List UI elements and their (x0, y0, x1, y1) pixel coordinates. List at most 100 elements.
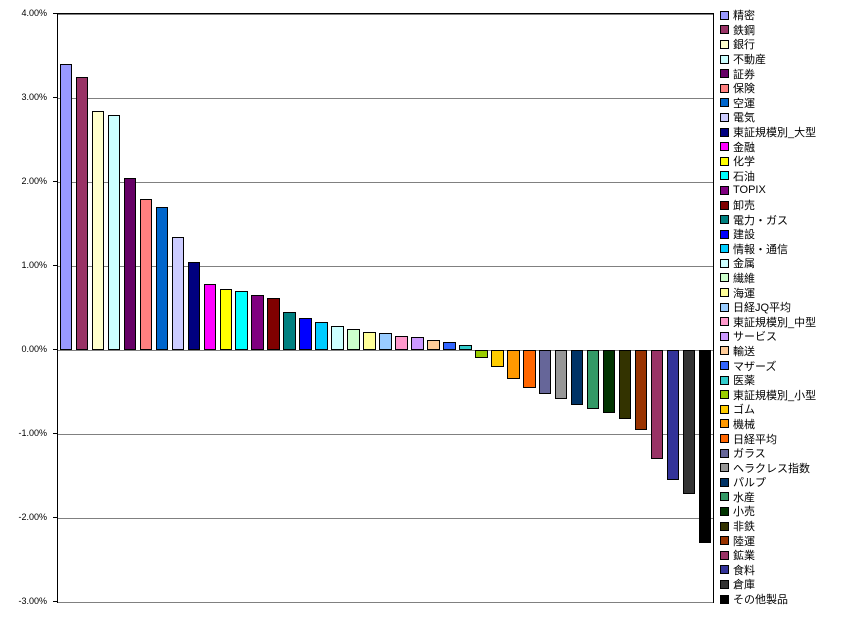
legend-swatch-icon (720, 550, 729, 560)
legend-label: 建設 (733, 229, 755, 242)
legend-item: 空運 (720, 96, 846, 111)
legend-item: ガラス (720, 446, 846, 461)
legend-label: 非鉄 (733, 521, 755, 534)
legend-item: 銀行 (720, 37, 846, 52)
legend-label: ゴム (733, 404, 755, 417)
bar-その他製品 (698, 350, 712, 544)
plot-area (57, 13, 714, 603)
legend-label: 電気 (733, 112, 755, 125)
legend-label: 東証規模別_大型 (733, 127, 817, 140)
legend-item: ヘラクレス指数 (720, 460, 846, 475)
bar-鉱業 (650, 350, 664, 460)
bar-鉄鋼 (75, 77, 89, 350)
legend-label: 繊維 (733, 272, 755, 285)
legend-label: パルプ (733, 477, 766, 490)
gridline (58, 350, 713, 351)
bar-証券 (123, 177, 137, 350)
legend-swatch-icon (720, 98, 729, 108)
legend-item: マザーズ (720, 358, 846, 373)
legend-swatch-icon (720, 69, 729, 79)
legend-item: サービス (720, 329, 846, 344)
y-axis-tick-label: 0.00% (21, 344, 47, 354)
legend-label: 鉱業 (733, 550, 755, 563)
y-axis-tick-label: -1.00% (18, 428, 47, 438)
bar-情報・通信 (315, 322, 328, 350)
legend-swatch-icon (720, 536, 729, 546)
legend-label: 食料 (733, 564, 755, 577)
legend-label: 陸運 (733, 535, 755, 548)
legend-swatch-icon (720, 142, 729, 152)
gridline (58, 266, 713, 267)
bar-ヘラクレス指数 (555, 350, 568, 399)
legend-item: 食料 (720, 563, 846, 578)
legend-item: 保険 (720, 81, 846, 96)
legend-swatch-icon (720, 565, 729, 575)
bar-不動産 (107, 114, 121, 350)
legend-label: 金属 (733, 258, 755, 271)
legend-item: 証券 (720, 66, 846, 81)
legend-item: 繊維 (720, 271, 846, 286)
legend-swatch-icon (720, 361, 729, 371)
legend-item: その他製品 (720, 592, 846, 607)
bar-TOPIX (251, 294, 264, 350)
bar-非鉄 (618, 350, 632, 419)
bar-建設 (299, 318, 312, 350)
legend-label: ガラス (733, 448, 766, 461)
legend-label: 空運 (733, 97, 755, 110)
legend-item: 東証規模別_中型 (720, 314, 846, 329)
legend-item: 東証規模別_小型 (720, 387, 846, 402)
legend-item: 電力・ガス (720, 212, 846, 227)
legend-swatch-icon (720, 39, 729, 49)
bar-卸売 (267, 297, 280, 350)
legend-item: 不動産 (720, 52, 846, 67)
y-axis-tick-mark (53, 433, 57, 434)
bar-東証規模別_小型 (475, 350, 488, 359)
legend-label: 不動産 (733, 54, 766, 67)
legend-item: 非鉄 (720, 519, 846, 534)
legend-label: その他製品 (733, 594, 788, 607)
legend-label: 医薬 (733, 375, 755, 388)
legend-swatch-icon (720, 390, 729, 400)
bar-化学 (219, 288, 232, 350)
legend-swatch-icon (720, 288, 729, 298)
legend-swatch-icon (720, 258, 729, 268)
bar-陸運 (634, 350, 648, 430)
legend-label: 精密 (733, 10, 755, 23)
legend-item: 金属 (720, 256, 846, 271)
gridline (58, 14, 713, 15)
legend-swatch-icon (720, 302, 729, 312)
y-axis-tick-mark (53, 517, 57, 518)
legend-item: 鉄鋼 (720, 23, 846, 38)
y-axis-tick-label: 2.00% (21, 176, 47, 186)
bar-ガラス (539, 350, 552, 394)
legend-swatch-icon (720, 200, 729, 210)
legend-label: 機械 (733, 418, 755, 431)
gridline (58, 98, 713, 99)
legend-item: 卸売 (720, 198, 846, 213)
legend-swatch-icon (720, 463, 729, 473)
legend-label: 小売 (733, 506, 755, 519)
bar-金融 (203, 284, 216, 350)
bar-精密 (59, 64, 73, 350)
legend-item: 石油 (720, 169, 846, 184)
legend-item: 精密 (720, 8, 846, 23)
bar-小売 (602, 350, 616, 413)
bar-海運 (363, 331, 376, 350)
y-axis-tick-mark (53, 13, 57, 14)
legend-item: 陸運 (720, 533, 846, 548)
legend-swatch-icon (720, 419, 729, 429)
bar-石油 (235, 291, 248, 350)
legend-item: 東証規模別_大型 (720, 125, 846, 140)
legend-item: 医薬 (720, 373, 846, 388)
legend-label: 海運 (733, 287, 755, 300)
gridline (58, 602, 713, 603)
legend-swatch-icon (720, 10, 729, 20)
legend-swatch-icon (720, 317, 729, 327)
y-axis-tick-label: -3.00% (18, 596, 47, 606)
legend-label: 東証規模別_小型 (733, 389, 817, 402)
legend-item: 水産 (720, 490, 846, 505)
bar-日経平均 (523, 350, 536, 388)
legend-item: 日経平均 (720, 431, 846, 446)
y-axis-tick-mark (53, 265, 57, 266)
legend-swatch-icon (720, 273, 729, 283)
